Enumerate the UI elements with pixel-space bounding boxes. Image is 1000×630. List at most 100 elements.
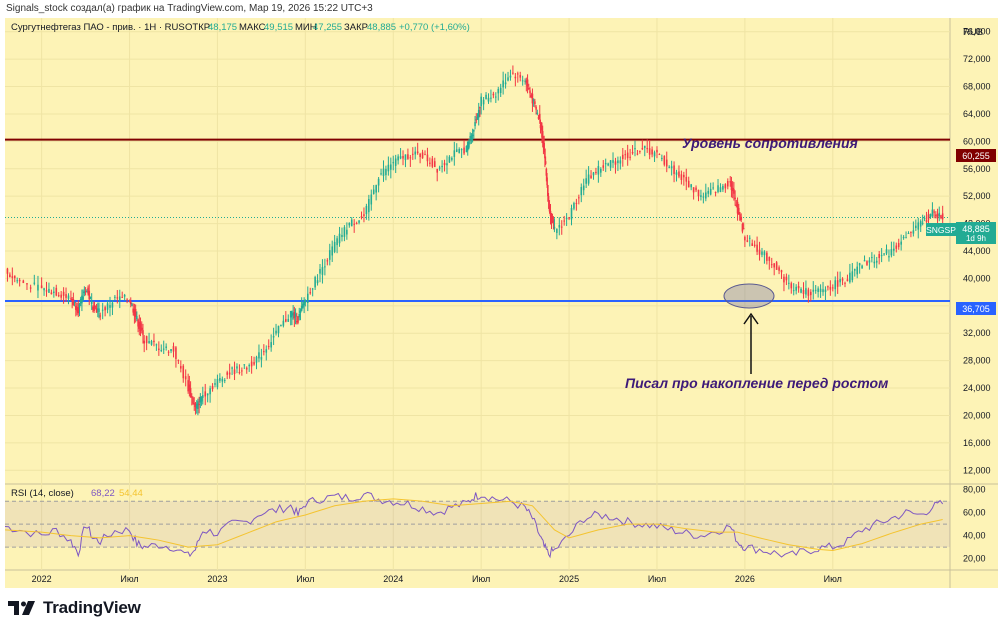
candle-body [92,307,94,310]
candle-body [502,80,504,88]
candle-body [145,336,148,344]
candle-body [192,397,194,404]
price-tick-label: 44,000 [963,246,991,256]
candle-body [719,187,722,193]
chart-area[interactable]: 76,000 72,000 68,000 64,000 60,000 56,000 52,0… [5,18,998,588]
candle-body [895,245,898,249]
time-scale[interactable] [5,570,998,588]
candle-body [331,246,334,256]
candle-body [60,294,62,298]
resistance-tag-text: 60,255 [962,151,990,161]
candle-body [931,209,934,217]
candle-body [216,379,219,388]
ticker-tag [926,223,956,236]
candle-body [763,251,766,256]
candle-body [280,325,282,327]
candle-body [907,233,910,235]
candle-body [883,253,885,255]
candle-body [324,266,326,268]
candle-body [77,307,80,314]
candle-body [377,178,380,186]
rsi-tick-label: 60,00 [963,508,986,518]
candle-body [81,295,83,304]
resistance-tag [956,149,996,162]
candle-body [819,288,822,292]
candle-body [11,276,14,278]
candle-body [766,252,768,261]
rsi-label[interactable]: RSI (14, close) [11,488,74,499]
candle-body [670,166,673,169]
candle-body [90,300,93,305]
candle-body [368,199,370,213]
candle-body [50,292,53,295]
open-value: 48,175 [208,22,237,33]
candle-body [547,196,550,201]
candle-body [165,346,167,348]
candle-body [250,361,253,367]
candle-body [116,297,119,299]
price-tick-label: 12,000 [963,465,991,475]
candle-body [245,367,248,370]
candle-body [558,225,561,228]
candle-body [424,154,426,156]
candle-body [705,192,707,199]
support-tag [956,302,996,315]
time-tick-label: Июл [824,574,842,584]
candle-body [621,154,624,159]
candle-body [402,155,404,159]
price-scale[interactable] [950,18,998,570]
candle-body [529,90,531,94]
candle-body [468,141,470,148]
candle-body [282,320,285,326]
candle-body [132,308,134,313]
candle-body [414,151,417,155]
support-tag-text: 36,705 [962,304,990,314]
candle-body [267,346,270,348]
candle-body [98,308,100,313]
candle-body [846,279,849,282]
candle-body [134,308,137,317]
candle-body [453,150,456,157]
candle-body [497,88,500,94]
candle-body [198,403,200,406]
low-label: МИН [295,22,317,33]
candle-body [871,257,873,259]
candle-body [941,213,944,220]
symbol-title[interactable]: Сургутнефтегаз ПАО - прив. · 1H · RUS [11,22,185,33]
candle-body [573,203,575,209]
candle-body [346,229,348,235]
candle-body [590,175,592,179]
price-tick-label: 40,000 [963,273,991,283]
candle-body [70,298,72,300]
price-tags: 60,255 36,705 SNGSP 48,885 1d 9h [926,149,996,315]
candle-body [82,296,84,300]
low-value: 47,255 [313,22,342,33]
tradingview-logo[interactable]: TradingView [8,598,141,618]
candle-body [109,305,111,308]
candle-body [363,214,365,216]
candle-body [741,223,744,232]
time-tick-label: Июл [472,574,490,584]
candle-body [917,222,920,230]
candle-body [221,378,224,382]
candle-body [158,348,160,350]
candle-body [626,152,629,159]
candle-body [734,197,736,200]
candle-body [712,187,714,189]
candle-body [350,219,353,227]
candle-body [463,147,465,154]
candle-body [547,184,549,197]
candle-body [519,75,522,78]
candle-body [13,275,16,279]
time-tick-label: 2023 [207,574,227,584]
candle-body [550,213,553,221]
candle-body [195,403,198,409]
candle-body [258,352,260,359]
candle-body [433,161,436,168]
candle-body [839,279,841,283]
candle-body [9,274,11,278]
candle-body [526,79,529,87]
candle-body [545,168,548,176]
candle-body [744,236,746,241]
candle-body [629,156,631,158]
